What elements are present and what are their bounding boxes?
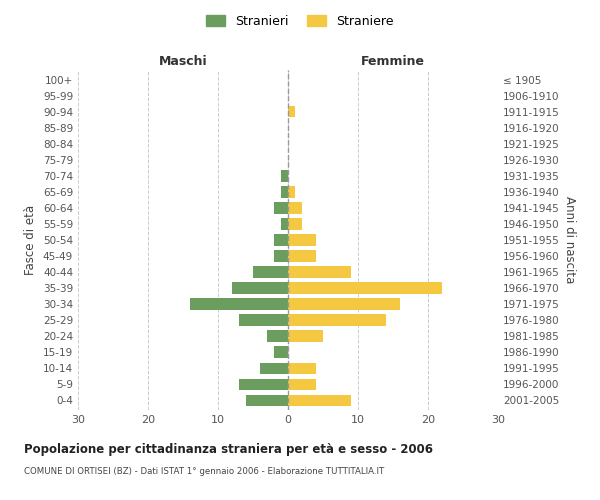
Bar — [288, 234, 316, 246]
Text: COMUNE DI ORTISEI (BZ) - Dati ISTAT 1° gennaio 2006 - Elaborazione TUTTITALIA.IT: COMUNE DI ORTISEI (BZ) - Dati ISTAT 1° g… — [24, 468, 384, 476]
Bar — [260, 362, 288, 374]
Bar — [274, 202, 288, 213]
Text: Popolazione per cittadinanza straniera per età e sesso - 2006: Popolazione per cittadinanza straniera p… — [24, 442, 433, 456]
Bar — [190, 298, 288, 310]
Bar — [288, 330, 323, 342]
Bar — [288, 298, 400, 310]
Bar — [253, 266, 288, 278]
Bar — [288, 266, 351, 278]
Bar — [239, 378, 288, 390]
Bar — [288, 394, 351, 406]
Bar — [288, 218, 302, 230]
Y-axis label: Fasce di età: Fasce di età — [25, 205, 37, 275]
Bar — [288, 202, 302, 213]
Bar — [288, 378, 316, 390]
Bar — [246, 394, 288, 406]
Bar — [232, 282, 288, 294]
Bar — [288, 314, 386, 326]
Bar — [281, 186, 288, 198]
Legend: Stranieri, Straniere: Stranieri, Straniere — [203, 11, 397, 32]
Text: Maschi: Maschi — [158, 54, 208, 68]
Bar — [281, 170, 288, 181]
Bar — [281, 218, 288, 230]
Bar — [274, 234, 288, 246]
Bar — [288, 362, 316, 374]
Bar — [288, 250, 316, 262]
Text: Femmine: Femmine — [361, 54, 425, 68]
Bar — [274, 346, 288, 358]
Y-axis label: Anni di nascita: Anni di nascita — [563, 196, 576, 284]
Bar — [274, 250, 288, 262]
Bar — [239, 314, 288, 326]
Bar — [288, 186, 295, 198]
Bar — [288, 282, 442, 294]
Bar — [267, 330, 288, 342]
Bar — [288, 106, 295, 118]
